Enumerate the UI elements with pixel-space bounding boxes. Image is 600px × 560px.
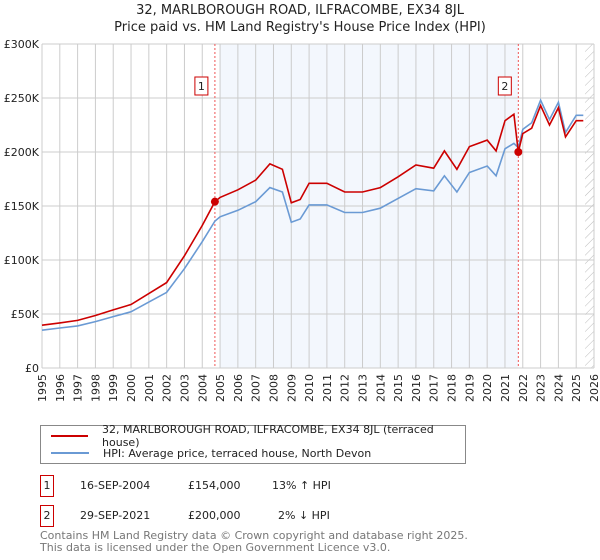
x-tick-label: 2011 bbox=[321, 374, 334, 402]
annotation-box bbox=[194, 76, 209, 96]
legend-item-property: 32, MARLBOROUGH ROAD, ILFRACOMBE, EX34 8… bbox=[51, 423, 465, 449]
x-tick-label: 1998 bbox=[89, 374, 102, 402]
x-tick-label: 2003 bbox=[178, 374, 191, 402]
x-tick-label: 2008 bbox=[267, 374, 280, 402]
x-tick-label: 2015 bbox=[392, 374, 405, 402]
x-tick-label: 2002 bbox=[161, 374, 174, 402]
annotation-label: 2 bbox=[501, 80, 508, 93]
x-tick-label: 2023 bbox=[535, 374, 548, 402]
chart-title: 32, MARLBOROUGH ROAD, ILFRACOMBE, EX34 8… bbox=[136, 3, 464, 18]
legend-item-hpi: HPI: Average price, terraced house, Nort… bbox=[51, 445, 371, 461]
x-tick-label: 2009 bbox=[285, 374, 298, 402]
x-tick-label: 2019 bbox=[463, 374, 476, 402]
y-tick-label: £50K bbox=[11, 308, 40, 321]
chart-subtitle: Price paid vs. HM Land Registry's House … bbox=[114, 20, 486, 35]
x-tick-label: 2007 bbox=[250, 374, 263, 402]
sale-point bbox=[514, 148, 523, 156]
sale-point bbox=[210, 197, 219, 206]
x-tick-label: 2014 bbox=[374, 374, 387, 402]
sale-date: 29-SEP-2021 bbox=[80, 509, 151, 522]
x-tick-label: 2012 bbox=[339, 374, 352, 402]
x-tick-label: 1999 bbox=[107, 374, 120, 402]
legend: 32, MARLBOROUGH ROAD, ILFRACOMBE, EX34 8… bbox=[40, 423, 466, 464]
x-tick-label: 2026 bbox=[588, 374, 600, 402]
red-line-swatch bbox=[51, 435, 89, 437]
y-tick-label: £150K bbox=[4, 200, 40, 213]
x-tick-label: 2000 bbox=[125, 374, 138, 402]
y-tick-label: £0 bbox=[25, 362, 39, 375]
footer: Contains HM Land Registry data © Crown c… bbox=[40, 530, 468, 554]
x-tick-label: 2016 bbox=[410, 374, 423, 402]
price-line bbox=[41, 103, 584, 326]
x-tick-label: 1997 bbox=[72, 374, 85, 402]
x-tick-label: 1995 bbox=[36, 374, 49, 402]
y-tick-label: £100K bbox=[4, 254, 40, 267]
x-tick-label: 2010 bbox=[303, 374, 316, 402]
footer-line: This data is licensed under the Open Gov… bbox=[40, 541, 391, 554]
x-tick-label: 2006 bbox=[232, 374, 245, 402]
x-tick-label: 2024 bbox=[552, 374, 565, 402]
price-chart: 1995 1996 1997 1998 1999 2000 2001 2002 2003 2004… bbox=[4, 38, 600, 402]
sale-badge: 1 bbox=[40, 475, 54, 497]
x-tick-label: 2022 bbox=[517, 374, 530, 402]
hpi-line bbox=[41, 98, 584, 331]
x-tick-label: 2020 bbox=[481, 374, 494, 402]
x-tick-label: 2005 bbox=[214, 374, 227, 402]
x-tick-label: 2017 bbox=[428, 374, 441, 402]
x-tick-label: 2001 bbox=[143, 374, 156, 402]
footer-line: Contains HM Land Registry data © Crown c… bbox=[40, 529, 468, 542]
sale-hpi-diff: 13% ↑ HPI bbox=[272, 479, 331, 492]
sale-price: £200,000 bbox=[188, 509, 241, 522]
sale-price: £154,000 bbox=[188, 479, 241, 492]
x-tick-label: 2004 bbox=[196, 374, 209, 402]
x-tick-label: 1996 bbox=[54, 374, 67, 402]
legend-label: HPI: Average price, terraced house, Nort… bbox=[103, 446, 372, 460]
x-tick-label: 2018 bbox=[446, 374, 459, 402]
y-tick-label: £200K bbox=[4, 146, 40, 159]
y-tick-label: £250K bbox=[4, 92, 40, 105]
x-tick-label: 2025 bbox=[570, 374, 583, 402]
blue-line-swatch bbox=[51, 452, 89, 454]
sale-badge: 2 bbox=[40, 505, 54, 527]
sale-date: 16-SEP-2004 bbox=[80, 479, 151, 492]
x-tick-label: 2013 bbox=[357, 374, 370, 402]
annotation-label: 1 bbox=[198, 80, 205, 93]
annotation-box bbox=[497, 76, 512, 96]
x-tick-label: 2021 bbox=[499, 374, 512, 402]
legend-label: 32, MARLBOROUGH ROAD, ILFRACOMBE, EX34 8… bbox=[102, 423, 434, 449]
sale-hpi-diff: 2% ↓ HPI bbox=[278, 509, 330, 522]
y-tick-label: £300K bbox=[4, 38, 40, 51]
